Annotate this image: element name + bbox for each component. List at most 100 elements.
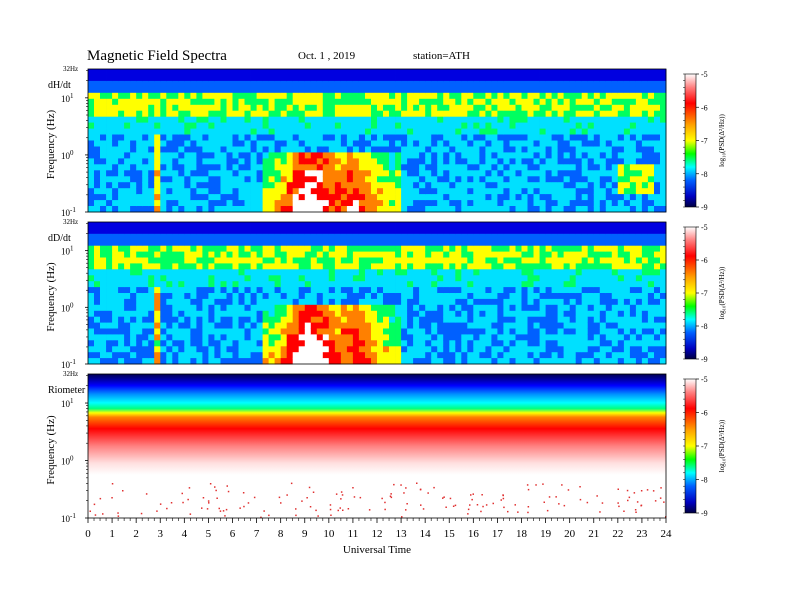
spectrogram-cell	[304, 146, 312, 153]
spectrogram-cell	[563, 298, 570, 306]
spectrogram-cell	[106, 281, 113, 288]
spectrogram-cell	[256, 275, 263, 282]
spectrogram-cell	[244, 239, 251, 247]
spectrogram-cell	[226, 322, 233, 329]
spectrogram-cell	[551, 158, 558, 165]
spectrogram-cell	[437, 80, 444, 88]
spectrogram-cell	[509, 86, 516, 94]
spectrogram-cell	[660, 194, 667, 201]
spectrogram-cell	[352, 116, 360, 124]
spectrogram-cell	[647, 298, 655, 306]
spectrogram-cell	[557, 170, 564, 177]
spectrogram-cell	[358, 257, 366, 264]
spectrogram-cell	[286, 80, 294, 88]
spectrogram-cell	[292, 194, 300, 201]
spectrogram-cell	[581, 116, 589, 124]
spectrogram-cell	[407, 316, 414, 323]
spectrogram-cell	[509, 269, 516, 276]
spectrogram-cell	[654, 245, 661, 252]
spectrogram-cell	[515, 275, 522, 282]
spectrogram-cell	[334, 358, 342, 365]
spectrogram-cell	[654, 104, 661, 112]
spectrogram-cell	[407, 188, 414, 195]
spectrogram-cell	[557, 227, 564, 235]
spectrogram-cell	[629, 334, 637, 341]
spectrogram-cell	[617, 176, 625, 183]
spectrogram-cell	[238, 152, 245, 159]
spectrogram-cell	[377, 257, 384, 264]
spectrogram-cell	[383, 194, 390, 201]
spectrogram-cell	[569, 146, 577, 153]
spectrogram-cell	[166, 80, 173, 88]
spectrogram-cell	[88, 334, 95, 341]
spectrogram-cell	[220, 206, 227, 213]
spectrogram-cell	[509, 206, 516, 213]
spectrogram-cell	[557, 146, 564, 153]
spectrogram-cell	[292, 358, 300, 365]
spectrogram-cell	[220, 128, 227, 135]
spectrogram-cell	[280, 104, 288, 112]
spectrogram-cell	[250, 206, 257, 213]
spectrogram-cell	[232, 80, 239, 88]
spectrogram-cell	[142, 340, 149, 347]
spectrogram-cell	[268, 140, 275, 147]
spectrogram-cell	[268, 75, 275, 82]
spectrogram-cell	[539, 251, 546, 258]
spectrogram-cell	[136, 316, 143, 323]
spectrogram-cell	[377, 116, 384, 124]
spectrogram-cell	[365, 69, 372, 76]
spectrogram-cell	[413, 222, 420, 229]
spectrogram-cell	[365, 158, 372, 165]
spectrogram-cell	[196, 263, 203, 270]
spectrogram-cell	[611, 104, 619, 112]
spectrogram-cell	[100, 304, 107, 312]
spectrogram-cell	[322, 194, 330, 201]
spectrogram-cell	[425, 322, 432, 329]
spectrogram-cell	[383, 269, 390, 276]
spectrogram-cell	[202, 152, 209, 159]
spectrogram-cell	[130, 281, 137, 288]
spectrogram-cell	[437, 263, 444, 270]
spectrogram-cell	[521, 251, 528, 258]
spectrogram-cell	[178, 316, 185, 323]
spectrogram-cell	[569, 227, 577, 235]
spectrogram-cell	[407, 245, 414, 252]
spectrogram-cell	[413, 304, 420, 312]
spectrogram-cell	[220, 146, 227, 153]
spectrogram-cell	[160, 346, 167, 353]
spectrogram-cell	[196, 275, 203, 282]
spectrogram-cell	[515, 257, 522, 264]
spectrogram-cell	[515, 134, 522, 141]
spectrogram-cell	[425, 316, 432, 323]
spectrogram-cell	[443, 104, 450, 112]
spectrogram-cell	[419, 328, 426, 335]
spectrogram-cell	[202, 293, 209, 300]
spectrogram-cell	[346, 304, 354, 312]
spectrogram-cell	[238, 69, 245, 76]
spectrogram-cell	[443, 140, 450, 147]
spectrogram-cell	[660, 287, 667, 294]
spectrogram-cell	[94, 75, 101, 82]
spectrogram-cell	[467, 222, 474, 229]
spectrogram-cell	[118, 251, 125, 258]
spectrogram-cell	[316, 86, 324, 94]
spectrogram-cell	[334, 98, 342, 106]
spectrogram-cell	[112, 170, 119, 177]
spectrogram-cell	[599, 188, 607, 195]
spectrogram-cell	[413, 110, 420, 118]
spectrogram-cell	[473, 257, 480, 264]
spectrogram-cell	[491, 304, 498, 312]
spectrogram-cell	[130, 98, 137, 106]
spectrogram-cell	[539, 269, 546, 276]
spectrogram-cell	[467, 146, 474, 153]
spectrogram-cell	[286, 281, 294, 288]
spectrogram-cell	[244, 98, 251, 106]
panel-frame	[87, 221, 667, 365]
spectrogram-cell	[328, 170, 336, 177]
spectrogram-cell	[334, 239, 342, 247]
spectrogram-cell	[647, 316, 655, 323]
spectrogram-cell	[196, 322, 203, 329]
spectrogram-cell	[395, 146, 402, 153]
spectrogram-cell	[383, 233, 390, 241]
spectrogram-cell	[527, 206, 534, 213]
